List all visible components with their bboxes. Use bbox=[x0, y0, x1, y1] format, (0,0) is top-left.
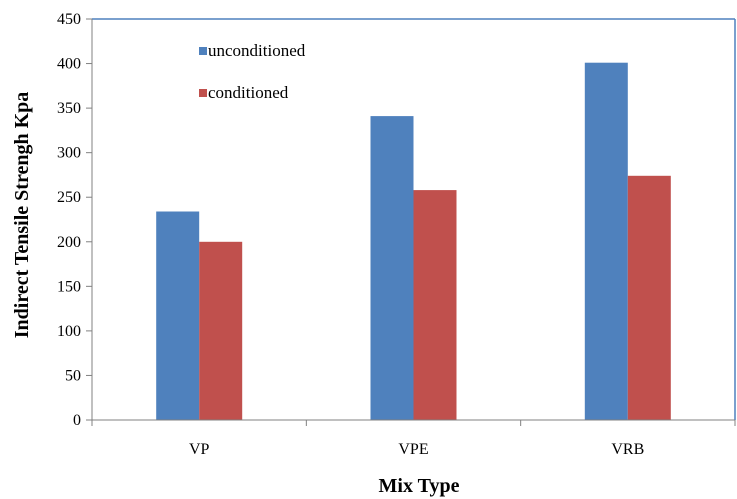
y-tick-label: 50 bbox=[65, 367, 81, 384]
bar-unconditioned-VPE bbox=[370, 116, 414, 420]
y-tick-label: 0 bbox=[73, 412, 81, 429]
legend-swatch-conditioned bbox=[199, 89, 207, 97]
bar-conditioned-VPE bbox=[413, 190, 457, 420]
legend-label-unconditioned: unconditioned bbox=[208, 41, 306, 60]
y-tick-label: 400 bbox=[57, 56, 81, 73]
x-tick-label: VPE bbox=[398, 441, 428, 458]
x-tick-label: VRB bbox=[611, 441, 644, 458]
legend-swatch-unconditioned bbox=[199, 47, 207, 55]
y-tick-label: 100 bbox=[57, 323, 81, 340]
y-axis-title: Indirect Tensile Strengh Kpa bbox=[11, 92, 33, 339]
y-tick-label: 450 bbox=[57, 11, 81, 28]
y-tick-label: 150 bbox=[57, 278, 81, 295]
x-tick-label: VP bbox=[189, 441, 210, 458]
y-tick-label: 200 bbox=[57, 234, 81, 251]
bar-unconditioned-VP bbox=[156, 211, 200, 420]
y-tick-label: 350 bbox=[57, 100, 81, 117]
bar-conditioned-VRB bbox=[627, 175, 671, 420]
x-axis-title: Mix Type bbox=[379, 475, 460, 497]
y-tick-label: 300 bbox=[57, 145, 81, 162]
bar-unconditioned-VRB bbox=[584, 62, 628, 420]
bar-conditioned-VP bbox=[199, 241, 243, 420]
y-tick-label: 250 bbox=[57, 189, 81, 206]
legend-label-conditioned: conditioned bbox=[208, 83, 289, 102]
